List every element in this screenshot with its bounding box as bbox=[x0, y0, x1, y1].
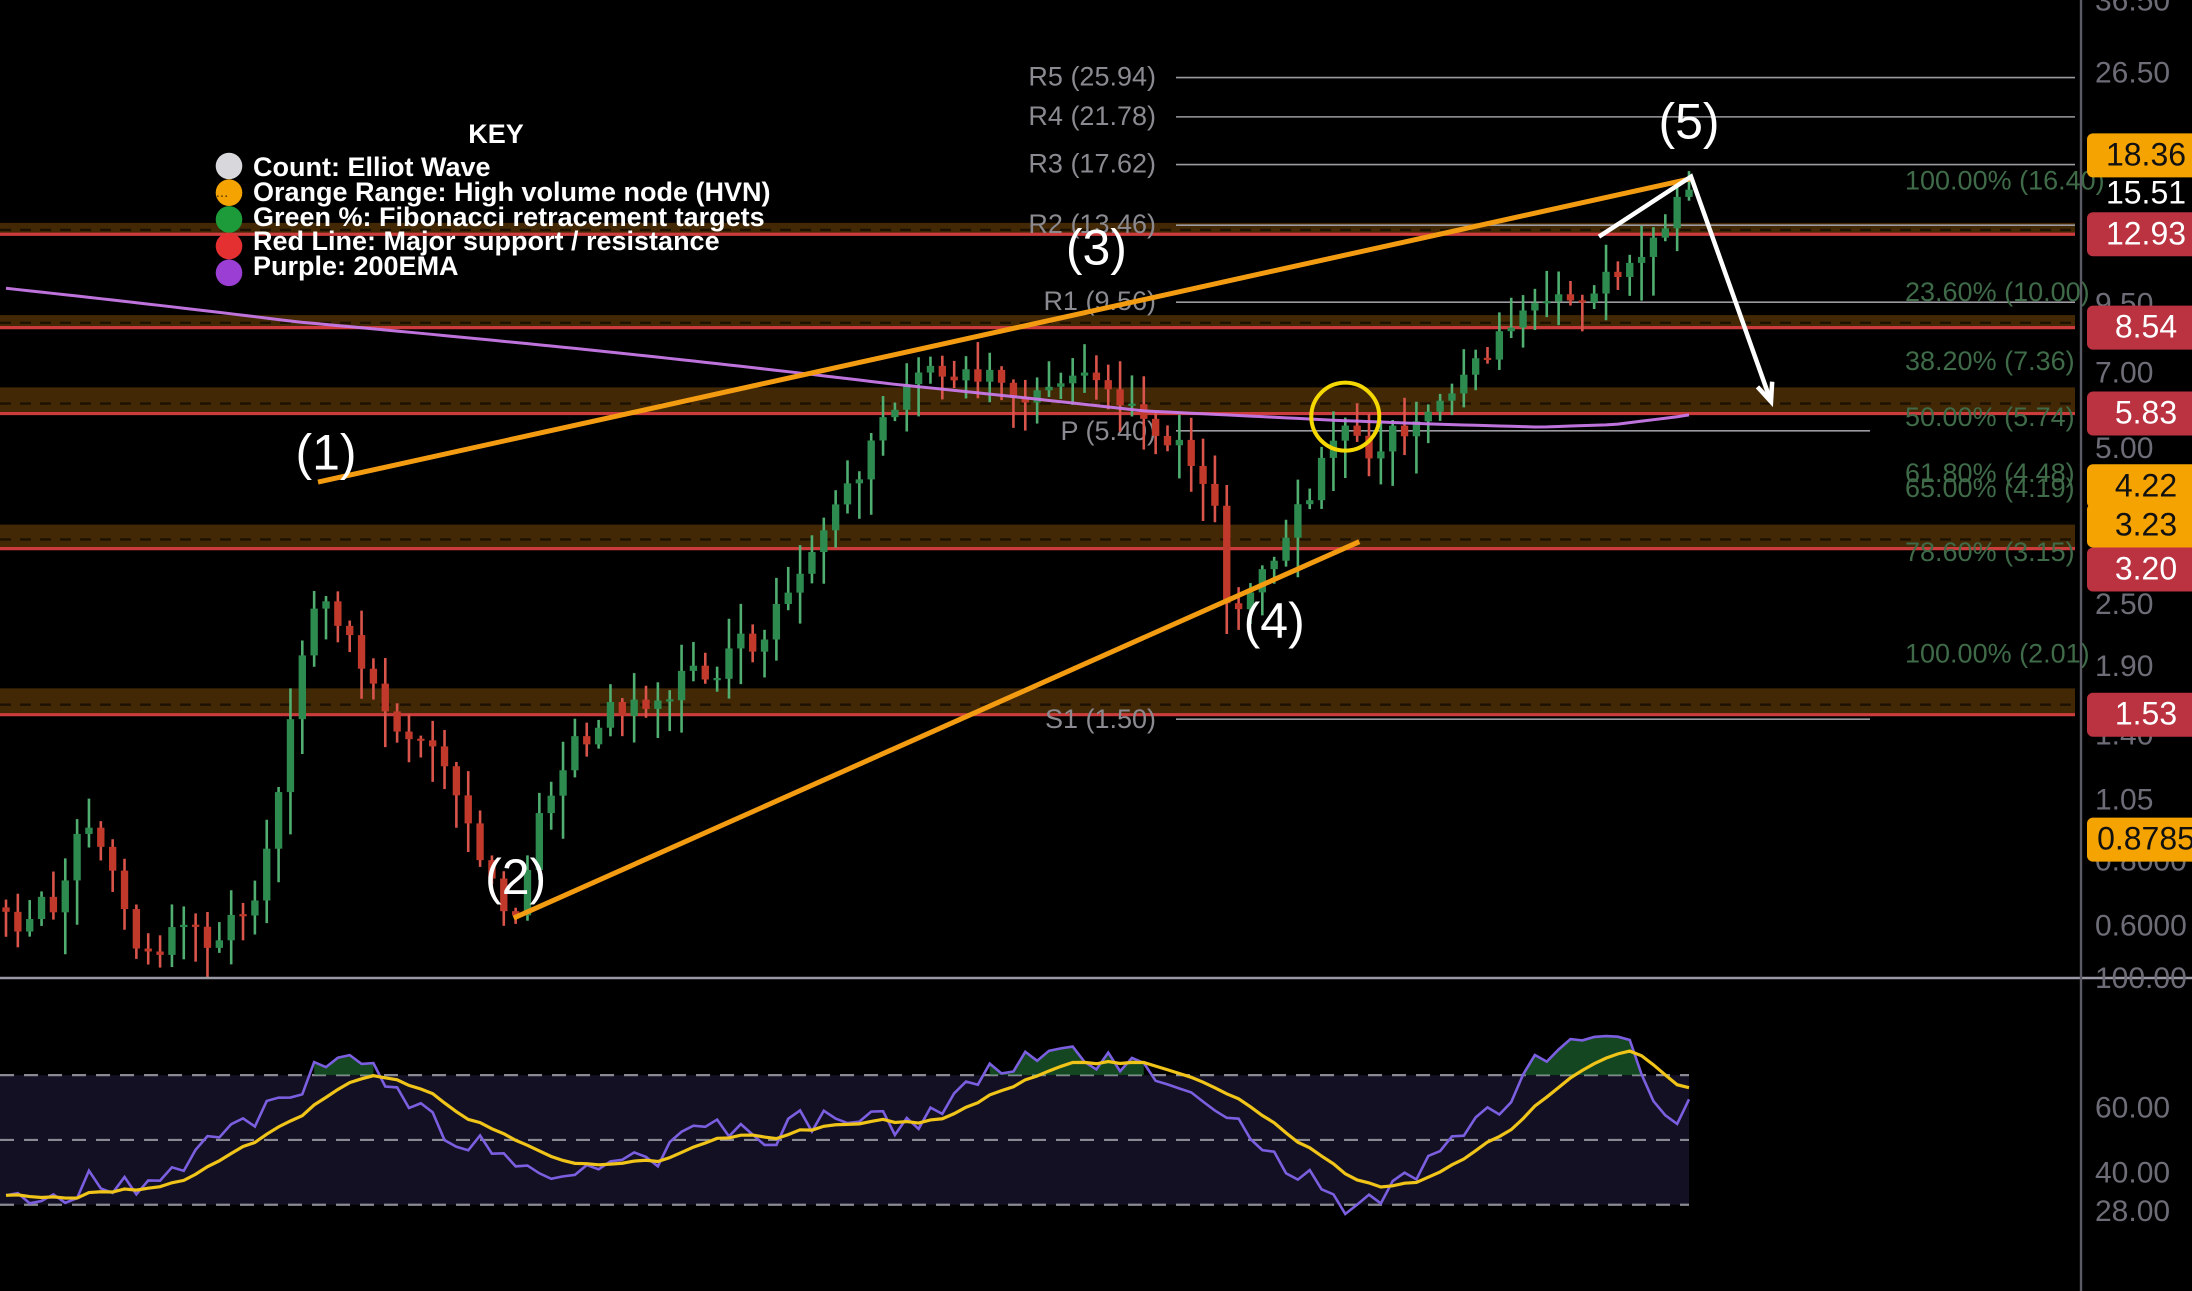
svg-text:100.00% (16.40): 100.00% (16.40) bbox=[1905, 166, 2105, 196]
svg-text:R3 (17.62): R3 (17.62) bbox=[1028, 149, 1156, 179]
svg-text:4.22: 4.22 bbox=[2115, 467, 2177, 503]
svg-text:2.50: 2.50 bbox=[2095, 588, 2153, 621]
svg-text:18.36: 18.36 bbox=[2106, 136, 2186, 172]
svg-text:26.50: 26.50 bbox=[2095, 57, 2170, 90]
svg-text:50.00% (5.74): 50.00% (5.74) bbox=[1905, 402, 2075, 432]
svg-text:(5): (5) bbox=[1658, 93, 1719, 149]
svg-text:38.20% (7.36): 38.20% (7.36) bbox=[1905, 346, 2075, 376]
svg-text:S1 (1.50): S1 (1.50) bbox=[1045, 704, 1156, 734]
svg-text:0.8785: 0.8785 bbox=[2097, 821, 2192, 857]
svg-text:...: ... bbox=[216, 184, 229, 201]
svg-text:28.00: 28.00 bbox=[2095, 1195, 2170, 1228]
svg-text:R5 (25.94): R5 (25.94) bbox=[1028, 62, 1156, 92]
svg-text:(1): (1) bbox=[295, 424, 356, 480]
svg-text:3.20: 3.20 bbox=[2115, 551, 2177, 587]
svg-text:P (5.40): P (5.40) bbox=[1060, 416, 1156, 446]
svg-text:(3): (3) bbox=[1066, 220, 1127, 276]
svg-text:8.54: 8.54 bbox=[2115, 309, 2177, 345]
svg-text:1.05: 1.05 bbox=[2095, 783, 2153, 816]
svg-text:(2): (2) bbox=[485, 849, 546, 905]
svg-text:60.00: 60.00 bbox=[2095, 1092, 2170, 1125]
svg-text:1.53: 1.53 bbox=[2115, 696, 2177, 732]
svg-text:1.90: 1.90 bbox=[2095, 650, 2153, 683]
svg-text:36.50: 36.50 bbox=[2095, 0, 2170, 18]
svg-text:R4 (21.78): R4 (21.78) bbox=[1028, 101, 1156, 131]
svg-text:12.93: 12.93 bbox=[2106, 215, 2186, 251]
svg-text:100.00: 100.00 bbox=[2095, 962, 2187, 995]
svg-text:0.6000: 0.6000 bbox=[2095, 909, 2187, 942]
svg-text:40.00: 40.00 bbox=[2095, 1156, 2170, 1189]
svg-text:(4): (4) bbox=[1244, 593, 1305, 649]
svg-text:KEY: KEY bbox=[468, 119, 524, 149]
svg-text:Purple: 200EMA: Purple: 200EMA bbox=[253, 251, 459, 281]
svg-text:78.60% (3.15): 78.60% (3.15) bbox=[1905, 537, 2075, 567]
svg-text:15.51: 15.51 bbox=[2106, 174, 2186, 210]
svg-text:23.60% (10.00): 23.60% (10.00) bbox=[1905, 277, 2090, 307]
svg-text:100.00% (2.01): 100.00% (2.01) bbox=[1905, 638, 2090, 668]
svg-text:5.00: 5.00 bbox=[2095, 432, 2153, 465]
svg-text:7.00: 7.00 bbox=[2095, 356, 2153, 389]
svg-text:5.83: 5.83 bbox=[2115, 395, 2177, 431]
svg-text:3.23: 3.23 bbox=[2115, 507, 2177, 543]
svg-text:65.00% (4.19): 65.00% (4.19) bbox=[1905, 473, 2075, 503]
